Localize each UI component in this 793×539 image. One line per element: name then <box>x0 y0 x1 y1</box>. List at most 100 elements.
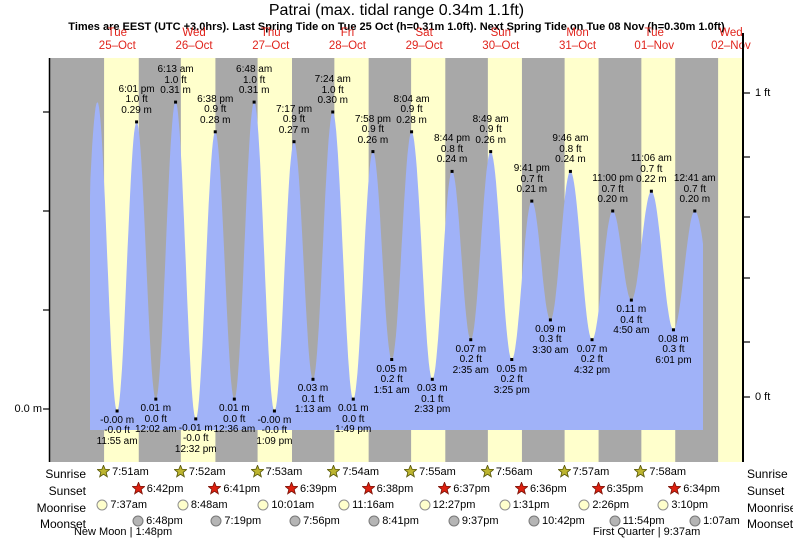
moonset-entry: 9:37pm <box>448 515 499 527</box>
sunset-entry: 6:41pm <box>208 482 260 495</box>
tide-high-label: 7:17 pm 0.9 ft 0.27 m <box>275 103 313 136</box>
moonrise-time: 3:10pm <box>671 499 709 511</box>
sunrise-time: 7:57am <box>572 465 610 478</box>
tide-high-label: 6:01 pm 1.0 ft 0.29 m <box>118 83 155 116</box>
moonrise-time: 10:01am <box>271 499 315 511</box>
moonrise-entry: 3:10pm <box>657 499 708 511</box>
sunrise-entry: 7:51am <box>97 465 149 478</box>
day-label: Sat 29–Oct <box>405 27 443 52</box>
sunset-entry: 6:38pm <box>361 482 413 495</box>
tide-high-label: 8:04 am 0.9 ft 0.28 m <box>393 93 430 126</box>
sunrise-star-icon <box>557 465 571 478</box>
moon-phase-new-moon: New Moon | 1:48pm <box>73 526 173 538</box>
tide-extreme-marker <box>311 377 315 381</box>
moon-phase-first-quarter: First Quarter | 9:37am <box>592 526 701 538</box>
y-axis-left-tick-label: 0.0 m <box>14 403 42 415</box>
tide-low-label: -0.00 m -0.0 ft 1:09 pm <box>256 414 293 447</box>
sunset-star-icon <box>591 482 605 495</box>
sunset-star-icon <box>361 482 375 495</box>
tide-extreme-marker <box>530 199 534 203</box>
moonrise-entry: 12:27pm <box>419 499 476 511</box>
sunrise-time: 7:52am <box>188 465 226 478</box>
tide-high-label: 7:58 pm 0.9 ft 0.26 m <box>354 113 391 146</box>
sunset-entry: 6:37pm <box>438 482 490 495</box>
sunset-time: 6:36pm <box>529 482 567 495</box>
sunrise-star-icon <box>480 465 494 478</box>
tide-low-label: 0.08 m 0.3 ft 6:01 pm <box>655 333 692 366</box>
sunset-time: 6:35pm <box>606 482 644 495</box>
tide-extreme-marker <box>410 130 414 134</box>
tide-low-label: 0.09 m 0.3 ft 3:30 am <box>532 323 569 356</box>
tide-high-label: 11:06 am 0.7 ft 0.22 m <box>630 153 672 186</box>
sunrise-star-icon <box>173 465 187 478</box>
sunrise-star-icon <box>404 465 418 478</box>
moonset-time: 7:56pm <box>303 515 340 527</box>
right-axis-line-top-segment <box>742 33 744 59</box>
tide-high-label: 8:44 pm 0.8 ft 0.24 m <box>433 133 471 166</box>
moonrise-entry: 2:26pm <box>578 499 629 511</box>
tide-extreme-marker <box>213 130 217 134</box>
day-label: Tue 01–Nov <box>634 27 675 52</box>
tide-low-label: 0.07 m 0.2 ft 4:32 pm <box>573 343 611 376</box>
moonset-entry: 1:07am <box>689 515 740 527</box>
moonset-time: 9:37pm <box>461 515 499 527</box>
sunset-star-icon <box>514 482 528 495</box>
sunrise-entry: 7:57am <box>557 465 610 478</box>
moonrise-moon-icon <box>338 499 350 511</box>
sunset-row-label-left: Sunset <box>48 484 86 498</box>
moonset-time: 10:42pm <box>542 515 585 527</box>
tide-extreme-marker <box>450 169 454 173</box>
sunrise-time: 7:55am <box>419 465 456 478</box>
moonrise-row-label-right: Moonrise <box>747 501 793 515</box>
sunrise-entry: 7:58am <box>634 465 686 478</box>
tide-low-label: 0.03 m 0.1 ft 2:33 pm <box>414 383 451 416</box>
sunrise-star-icon <box>634 465 648 478</box>
day-label: Thu 27–Oct <box>252 27 290 52</box>
sunset-time: 6:39pm <box>300 482 337 495</box>
moonset-entry: 10:42pm <box>528 515 585 527</box>
sunset-entry: 6:36pm <box>514 482 567 495</box>
tide-extreme-marker <box>115 409 119 413</box>
sunset-star-icon <box>285 482 298 495</box>
moonrise-time: 8:48am <box>190 499 228 511</box>
moonset-time: 7:19pm <box>224 515 262 527</box>
sunset-star-icon <box>668 482 682 495</box>
tide-high-label: 6:38 pm 0.9 ft 0.28 m <box>197 93 234 126</box>
sunrise-row-label-right: Sunrise <box>747 467 788 481</box>
moonset-entry: 11:54pm <box>609 515 665 527</box>
sunset-entry: 6:42pm <box>131 482 183 495</box>
sunrise-star-icon <box>250 465 264 478</box>
sunset-time: 6:41pm <box>223 482 261 495</box>
tide-extreme-marker <box>489 150 493 154</box>
sunrise-star-icon <box>97 465 111 478</box>
tide-extreme-marker <box>194 417 198 421</box>
moonset-time: 11:54pm <box>622 515 665 527</box>
tide-extreme-marker <box>568 169 572 173</box>
tide-extreme-marker <box>430 377 434 381</box>
tide-extreme-marker <box>510 358 514 361</box>
tide-high-label: 9:41 pm 0.7 ft 0.21 m <box>513 163 550 196</box>
sunrise-star-icon <box>327 465 341 478</box>
day-label: Fri 28–Oct <box>328 27 366 52</box>
daylight-band <box>718 58 743 462</box>
tide-extreme-marker <box>351 397 355 401</box>
moonrise-moon-icon <box>578 499 590 511</box>
tide-curve-area <box>90 102 703 430</box>
moonset-moon-icon <box>609 515 621 527</box>
moonset-moon-icon <box>368 515 380 527</box>
tide-extreme-marker <box>174 100 178 104</box>
tide-high-label: 7:24 am 1.0 ft 0.30 m <box>314 74 351 106</box>
moonset-row-label-left: Moonset <box>39 517 86 531</box>
tide-high-label: 12:41 am 0.7 ft 0.20 m <box>673 173 716 205</box>
sunrise-entry: 7:52am <box>173 465 226 478</box>
moonrise-moon-icon <box>177 499 189 511</box>
sunset-row-label-right: Sunset <box>747 484 785 498</box>
moonrise-entry: 7:37am <box>96 499 147 511</box>
tide-low-label: 0.07 m 0.2 ft 2:35 am <box>452 343 489 376</box>
tide-high-label: 8:49 am 0.9 ft 0.26 m <box>472 113 509 146</box>
moonrise-time: 12:27pm <box>432 499 476 511</box>
sunrise-entry: 7:55am <box>404 465 456 478</box>
moonrise-moon-icon <box>657 499 669 511</box>
moonrise-moon-icon <box>419 499 431 511</box>
